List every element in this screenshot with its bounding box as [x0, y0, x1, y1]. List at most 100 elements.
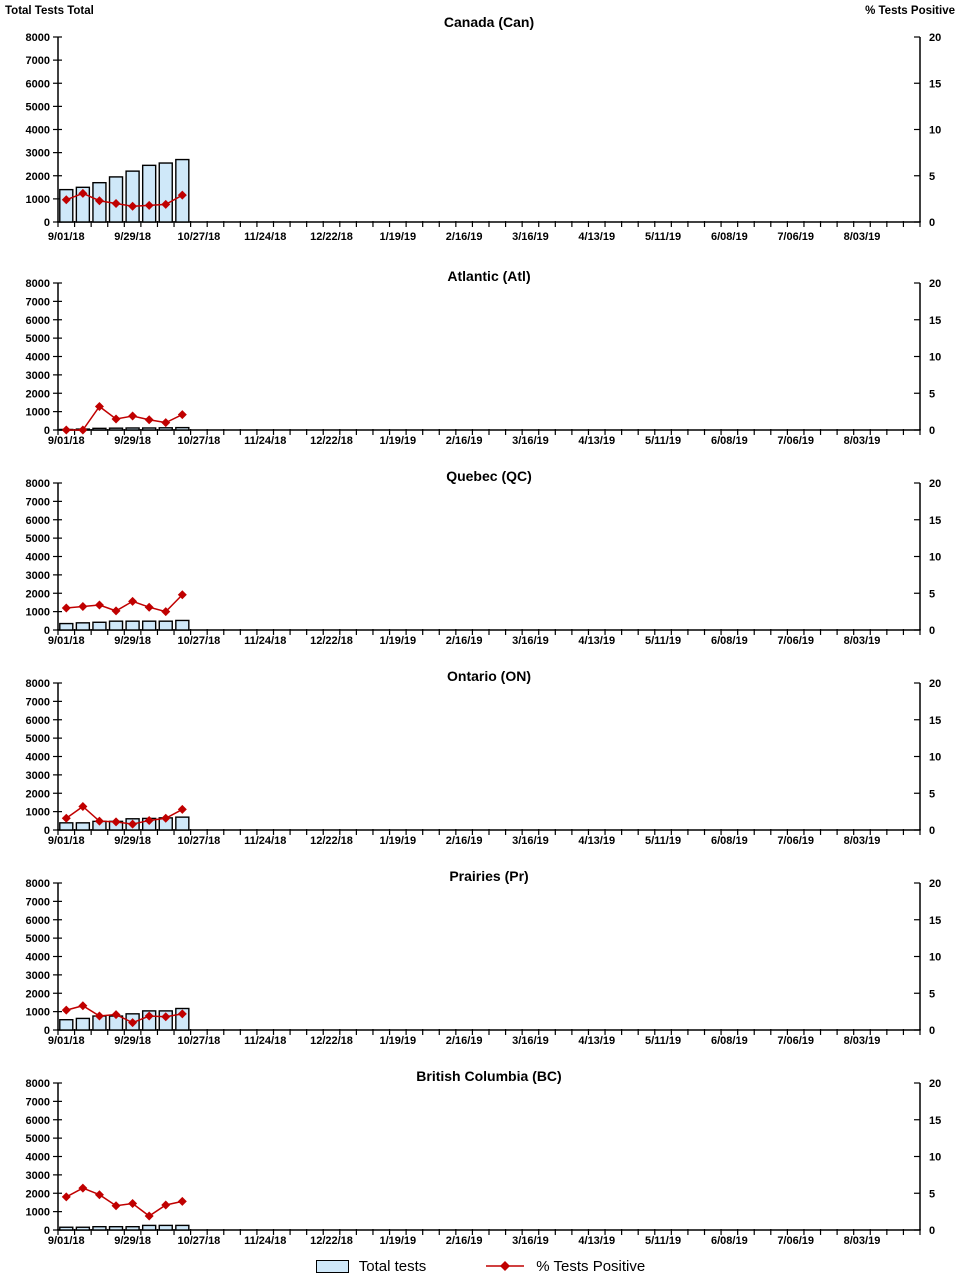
chart-atlantic: Atlantic (Atl) 8000 7000 6000 5000 4000 3000 20… [26, 268, 942, 447]
x-tick-label: 7/06/19 [777, 835, 814, 847]
diamond-marker-icon [161, 813, 171, 823]
left-tick-label: 4000 [26, 952, 50, 964]
x-tick-label: 12/22/18 [310, 1235, 353, 1247]
diamond-marker-icon [94, 196, 104, 206]
x-tick-label: 3/16/19 [512, 1035, 549, 1047]
left-tick-label: 4000 [26, 552, 50, 564]
right-tick-label: 10 [929, 352, 941, 364]
right-tick-label: 0 [929, 217, 935, 229]
left-tick-label: 3000 [26, 770, 50, 782]
left-tick-label: 6000 [26, 915, 50, 927]
legend-line-marker-icon [486, 1261, 525, 1271]
right-axis-header: % Tests Positive [865, 5, 955, 17]
left-tick-label: 5000 [26, 333, 50, 345]
bar-total-tests [158, 1224, 173, 1231]
left-tick-label: 4000 [26, 352, 50, 364]
x-tick-label: 6/08/19 [711, 231, 748, 243]
diamond-marker-icon [61, 1005, 71, 1015]
left-tick-label: 0 [44, 425, 50, 437]
diamond-marker-icon [78, 425, 88, 435]
x-tick-label: 5/11/19 [645, 435, 681, 447]
left-tick-label: 7000 [26, 696, 50, 708]
diamond-marker-icon [61, 425, 71, 435]
diamond-marker-icon [161, 418, 171, 428]
left-tick-label: 1000 [26, 1207, 50, 1219]
legend-bar-label: Total tests [358, 1257, 427, 1275]
diamond-marker-icon [111, 414, 121, 424]
left-tick-label: 7000 [26, 896, 50, 908]
left-tick-label: 4000 [26, 1152, 50, 1164]
bar-total-tests [125, 427, 140, 431]
bar-total-tests [92, 427, 107, 431]
diamond-marker-icon [177, 1009, 187, 1019]
bar-total-tests [108, 1225, 124, 1231]
right-tick-label: 10 [929, 552, 941, 564]
diamond-marker-icon [94, 1011, 104, 1021]
right-tick-label: 5 [929, 171, 935, 183]
diamond-marker-icon [111, 199, 121, 208]
left-tick-label: 1000 [26, 194, 50, 206]
chart-quebec: Quebec (QC)80007000600050004000300020001… [26, 468, 942, 647]
diamond-marker-icon [177, 1196, 187, 1206]
chart-title: British Columbia (BC) [416, 1068, 561, 1084]
x-tick-label: 12/22/18 [310, 635, 353, 647]
x-tick-label: 4/13/19 [578, 435, 615, 447]
x-tick-label: 12/22/18 [310, 835, 353, 847]
chart-canada: Canada (Can)8000700060005000400030002000… [26, 14, 942, 243]
bar-total-tests [59, 622, 74, 631]
left-tick-label: 5000 [26, 733, 50, 745]
bar-total-tests [175, 816, 190, 831]
x-tick-label: 1/19/19 [379, 1235, 416, 1247]
left-tick-label: 0 [44, 1225, 50, 1237]
left-tick-label: 7000 [26, 496, 50, 508]
left-tick-label: 2000 [26, 388, 50, 400]
legend: Total tests % Tests Positive [0, 1248, 961, 1284]
x-tick-label: 5/11/19 [645, 635, 681, 647]
diamond-marker-icon [161, 1012, 171, 1022]
right-tick-label: 0 [929, 425, 935, 437]
bar-total-tests [158, 427, 173, 431]
right-tick-label: 20 [929, 678, 941, 690]
bar-total-tests [141, 620, 157, 631]
right-tick-label: 10 [929, 752, 941, 764]
chart-title: Quebec (QC) [446, 468, 532, 484]
right-tick-label: 20 [929, 878, 941, 890]
right-tick-label: 15 [929, 515, 941, 527]
x-tick-label: 4/13/19 [578, 635, 615, 647]
diamond-marker-icon [94, 816, 104, 826]
bar-total-tests [75, 822, 91, 831]
left-tick-label: 1000 [26, 807, 50, 819]
chart-ontario: Ontario (ON)8000700060005000400030002000… [26, 668, 942, 847]
right-tick-label: 0 [929, 825, 935, 837]
right-tick-label: 20 [929, 478, 941, 490]
diamond-marker-icon [177, 590, 187, 600]
x-tick-label: 6/08/19 [711, 1235, 748, 1247]
bar-total-tests [175, 1224, 190, 1231]
x-tick-label: 11/24/18 [244, 835, 286, 847]
x-tick-label: 9/01/18 [48, 1035, 85, 1047]
bar-total-tests [141, 164, 157, 223]
x-tick-label: 12/22/18 [310, 1035, 353, 1047]
x-tick-label: 8/03/19 [844, 635, 881, 647]
right-tick-label: 5 [929, 388, 935, 400]
right-tick-label: 5 [929, 1188, 935, 1200]
x-tick-label: 9/01/18 [48, 1235, 85, 1247]
bar-total-tests [75, 622, 91, 631]
diamond-marker-icon [161, 607, 171, 617]
diamond-marker-icon [61, 603, 71, 613]
bar-total-tests [59, 822, 74, 831]
left-tick-label: 1000 [26, 407, 50, 419]
x-tick-label: 11/24/18 [244, 231, 286, 243]
diamond-marker-icon [144, 1011, 154, 1021]
left-tick-label: 2000 [26, 988, 50, 1000]
bar-total-tests [59, 1019, 74, 1031]
left-tick-label: 5000 [26, 1133, 50, 1145]
right-tick-label: 10 [929, 125, 941, 137]
diamond-marker-icon [177, 410, 187, 420]
left-tick-label: 6000 [26, 78, 50, 90]
diamond-marker-icon [128, 201, 138, 211]
left-tick-label: 8000 [26, 678, 50, 690]
left-tick-label: 2000 [26, 588, 50, 600]
left-tick-label: 1000 [26, 607, 50, 619]
x-tick-label: 9/29/18 [114, 1035, 151, 1047]
